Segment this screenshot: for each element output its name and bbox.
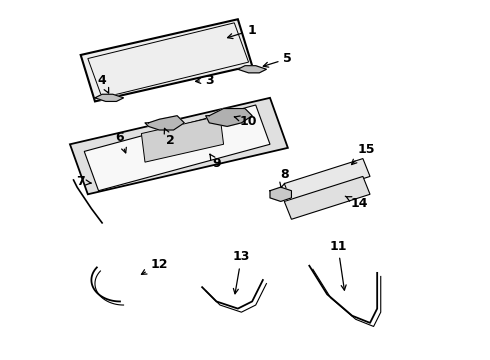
Text: 12: 12 (142, 257, 168, 274)
Polygon shape (81, 19, 252, 102)
Text: 4: 4 (98, 73, 109, 93)
Text: 8: 8 (280, 168, 289, 188)
Polygon shape (284, 176, 370, 219)
Polygon shape (70, 98, 288, 194)
Text: 13: 13 (233, 250, 250, 294)
Polygon shape (238, 66, 267, 73)
Polygon shape (84, 105, 270, 191)
Text: 10: 10 (234, 114, 257, 128)
Text: 5: 5 (263, 52, 292, 67)
Text: 6: 6 (116, 131, 126, 153)
Text: 15: 15 (351, 143, 375, 165)
Text: 14: 14 (345, 196, 368, 210)
Text: 9: 9 (210, 154, 220, 171)
Text: 7: 7 (76, 175, 91, 188)
Polygon shape (270, 187, 292, 202)
Polygon shape (284, 158, 370, 202)
Text: 2: 2 (164, 128, 174, 147)
Polygon shape (145, 116, 184, 130)
Polygon shape (95, 94, 123, 102)
Text: 3: 3 (196, 73, 214, 86)
Text: 11: 11 (329, 240, 346, 290)
Text: 1: 1 (227, 23, 257, 39)
Polygon shape (142, 116, 223, 162)
Polygon shape (206, 109, 252, 126)
